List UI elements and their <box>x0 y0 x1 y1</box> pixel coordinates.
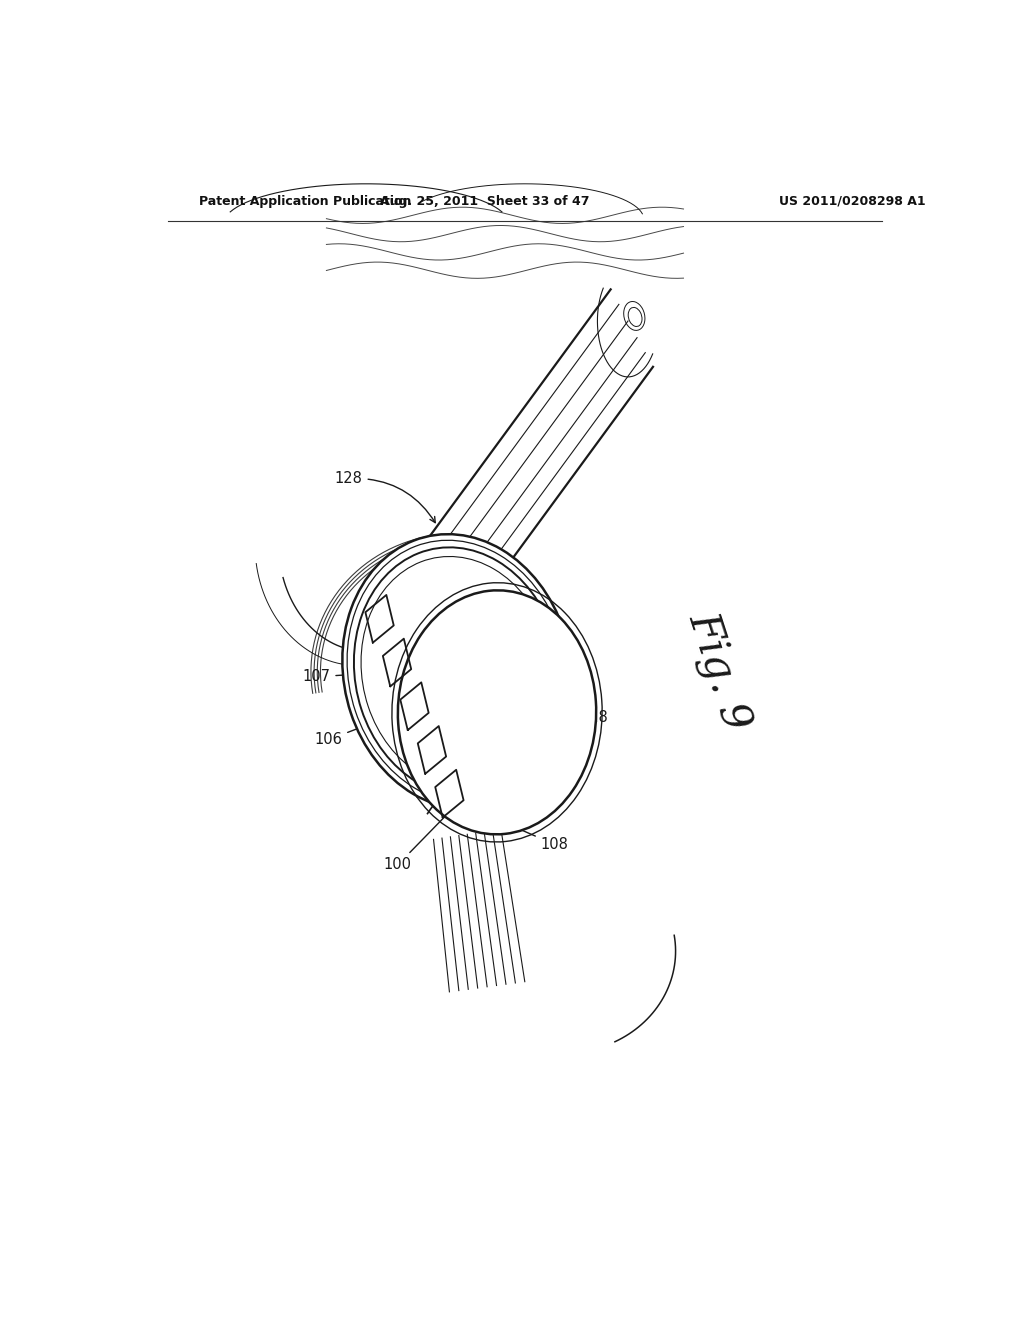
Text: 100: 100 <box>384 807 455 873</box>
Text: 118: 118 <box>574 697 608 725</box>
Text: Fig. 9: Fig. 9 <box>680 607 757 737</box>
Text: Aug. 25, 2011  Sheet 33 of 47: Aug. 25, 2011 Sheet 33 of 47 <box>380 194 590 207</box>
Text: US 2011/0208298 A1: US 2011/0208298 A1 <box>778 194 926 207</box>
Ellipse shape <box>398 590 596 834</box>
Ellipse shape <box>342 535 572 809</box>
Text: 108: 108 <box>504 822 568 851</box>
Text: 107: 107 <box>302 669 395 684</box>
Text: Patent Application Publication: Patent Application Publication <box>200 194 412 207</box>
Text: 128: 128 <box>335 471 435 523</box>
Text: 106: 106 <box>314 710 406 747</box>
